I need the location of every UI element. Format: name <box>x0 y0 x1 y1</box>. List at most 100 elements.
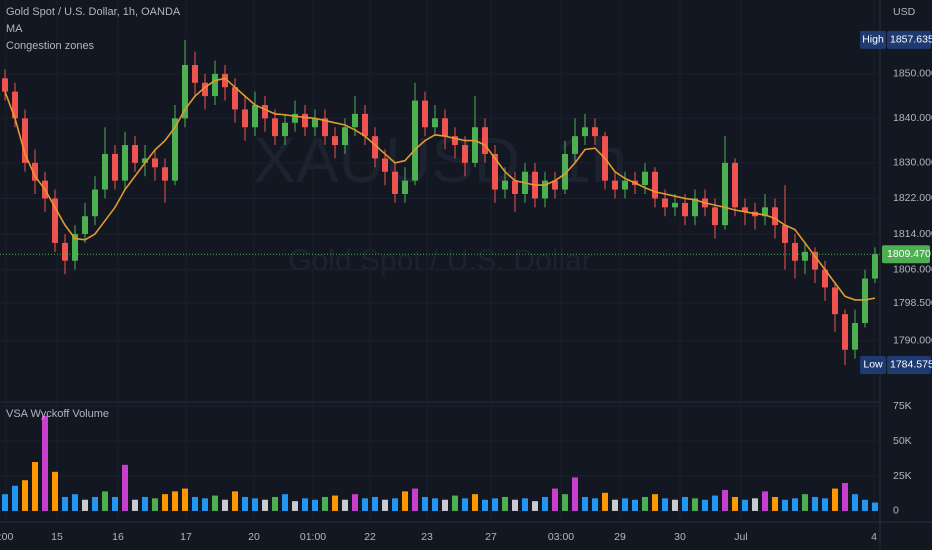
candle-body <box>102 153 108 190</box>
candle-body <box>482 127 488 154</box>
candle-body <box>32 162 38 181</box>
candle-body <box>232 87 238 110</box>
y-tick-label: 1840.000 <box>893 112 932 124</box>
volume-bar <box>2 494 8 511</box>
volume-bar <box>742 499 748 511</box>
y-tick-label: 50K <box>893 435 912 447</box>
volume-bar <box>82 499 88 511</box>
volume-bar <box>62 496 68 511</box>
candle-body <box>722 162 728 226</box>
candle-body <box>132 145 138 163</box>
candle-body <box>22 118 28 163</box>
volume-bar <box>212 495 218 511</box>
x-tick-label: 29 <box>614 531 626 543</box>
volume-bar <box>22 480 28 511</box>
volume-bar <box>462 498 468 511</box>
volume-bar <box>12 485 18 511</box>
chart-title: Gold Spot / U.S. Dollar, 1h, OANDA <box>6 6 181 18</box>
candle-body <box>412 100 418 181</box>
candle-body <box>432 118 438 128</box>
volume-bar <box>752 498 758 511</box>
volume-bar <box>862 499 868 511</box>
candle-body <box>772 207 778 226</box>
volume-bar <box>272 496 278 511</box>
candle-body <box>542 180 548 199</box>
volume-title: VSA Wyckoff Volume <box>6 408 109 420</box>
volume-bar <box>202 498 208 511</box>
volume-bar <box>662 498 668 511</box>
volume-bar <box>452 495 458 511</box>
candle-body <box>112 153 118 181</box>
volume-bar <box>372 496 378 511</box>
volume-bar <box>102 491 108 511</box>
volume-bar <box>512 499 518 511</box>
candle-body <box>612 180 618 190</box>
candle-body <box>262 105 268 119</box>
volume-bar <box>172 491 178 511</box>
volume-bar <box>422 496 428 511</box>
candle-body <box>342 127 348 146</box>
x-tick-label: 23 <box>421 531 433 543</box>
candle-body <box>242 109 248 128</box>
candle-body <box>472 127 478 163</box>
candle-body <box>52 198 58 243</box>
candle-body <box>862 278 868 324</box>
volume-bar <box>502 496 508 511</box>
candle-body <box>272 118 278 137</box>
candle-body <box>422 100 428 128</box>
volume-bar <box>232 491 238 511</box>
candle-body <box>592 127 598 137</box>
volume-bar <box>442 499 448 511</box>
x-tick-label: 20 <box>248 531 260 543</box>
marker-value: 1857.635 <box>890 34 932 46</box>
volume-bar <box>842 482 848 511</box>
candle-body <box>852 323 858 350</box>
volume-bar <box>712 495 718 511</box>
candle-body <box>462 145 468 163</box>
x-tick-label: 15 <box>51 531 63 543</box>
y-tick-label: 25K <box>893 470 912 482</box>
study-label: Congestion zones <box>6 40 95 52</box>
volume-bar <box>722 489 728 511</box>
y-unit: USD <box>893 6 916 18</box>
volume-bar <box>192 496 198 511</box>
volume-bar <box>352 494 358 511</box>
candle-body <box>832 287 838 315</box>
volume-bar <box>652 494 658 511</box>
volume-bar <box>252 498 258 511</box>
volume-bar <box>472 494 478 511</box>
candle-body <box>252 105 258 128</box>
volume-bar <box>692 498 698 511</box>
volume-bar <box>72 494 78 511</box>
volume-bar <box>532 501 538 511</box>
volume-bar <box>492 498 498 511</box>
candle-body <box>452 136 458 146</box>
volume-bar <box>292 501 298 511</box>
volume-bar <box>802 494 808 511</box>
candle-body <box>562 153 568 190</box>
last-price-label: 1809.470 <box>887 248 931 260</box>
candle-body <box>182 64 188 119</box>
y-tick-label: 1822.000 <box>893 192 932 204</box>
candle-body <box>552 180 558 190</box>
candle-body <box>372 136 378 159</box>
candle-body <box>72 234 78 261</box>
watermark-subtitle: Gold Spot / U.S. Dollar <box>288 244 591 277</box>
candle-body <box>662 198 668 208</box>
marker-value: 1784.575 <box>890 359 932 371</box>
y-tick-label: 1850.000 <box>893 68 932 80</box>
candle-body <box>2 78 8 92</box>
candle-body <box>792 242 798 261</box>
legend-entry: MA <box>6 23 23 35</box>
y-tick-label: 1806.000 <box>893 263 932 275</box>
candle-body <box>122 145 128 181</box>
candle-body <box>12 91 18 119</box>
x-tick-label: :00 <box>0 531 13 543</box>
volume-bar <box>782 499 788 511</box>
x-tick-label: 17 <box>180 531 192 543</box>
candle-body <box>142 158 148 163</box>
volume-bar <box>622 498 628 511</box>
volume-bar <box>642 496 648 511</box>
volume-bar <box>92 496 98 511</box>
